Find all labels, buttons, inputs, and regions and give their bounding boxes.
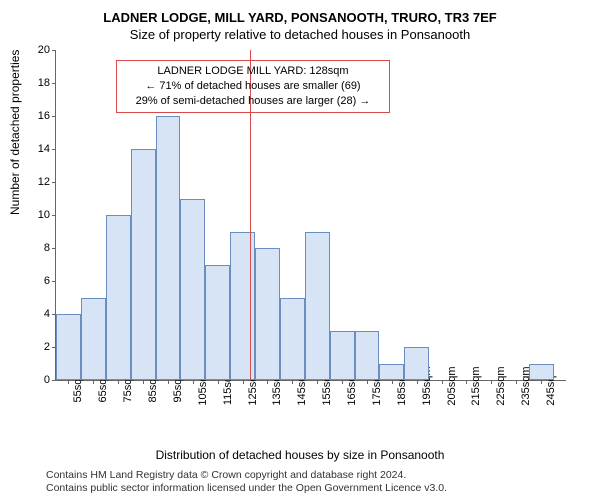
x-tick-mark [466, 380, 467, 384]
y-tick-mark [52, 149, 56, 150]
y-tick-mark [52, 50, 56, 51]
x-tick-label: 205sqm [446, 366, 458, 405]
plot-area: 0246810121416182055sqm65sqm75sqm85sqm95s… [55, 50, 566, 381]
x-tick-mark [118, 380, 119, 384]
attribution-line: Contains public sector information licen… [46, 482, 447, 496]
x-tick-mark [491, 380, 492, 384]
y-tick-mark [52, 116, 56, 117]
histogram-bar [305, 232, 330, 381]
x-tick-mark [541, 380, 542, 384]
y-tick-mark [52, 281, 56, 282]
histogram-bar [106, 215, 131, 380]
x-tick-mark [267, 380, 268, 384]
histogram-bar [205, 265, 230, 381]
x-tick-mark [243, 380, 244, 384]
y-tick-label: 14 [20, 143, 56, 155]
x-tick-label: 225sqm [495, 366, 507, 405]
x-tick-mark [342, 380, 343, 384]
x-tick-mark [168, 380, 169, 384]
histogram-bar [56, 314, 81, 380]
annotation-line: 29% of semi-detached houses are larger (… [123, 94, 383, 109]
y-axis-label: Number of detached properties [8, 50, 22, 215]
x-tick-mark [218, 380, 219, 384]
y-tick-label: 20 [20, 44, 56, 56]
y-tick-label: 16 [20, 110, 56, 122]
histogram-bar [156, 116, 181, 380]
histogram-bar [529, 364, 554, 381]
x-tick-mark [417, 380, 418, 384]
x-tick-mark [143, 380, 144, 384]
x-tick-mark [516, 380, 517, 384]
histogram-bar [280, 298, 305, 381]
histogram-bar [330, 331, 355, 381]
histogram-bar [379, 364, 404, 381]
histogram-bar [355, 331, 380, 381]
attribution: Contains HM Land Registry data © Crown c… [46, 469, 447, 496]
y-tick-label: 4 [20, 308, 56, 320]
y-tick-mark [52, 182, 56, 183]
x-tick-mark [442, 380, 443, 384]
y-tick-label: 10 [20, 209, 56, 221]
y-tick-mark [52, 380, 56, 381]
histogram-bar [404, 347, 429, 380]
annotation-line: LADNER LODGE MILL YARD: 128sqm [123, 64, 383, 79]
x-tick-mark [367, 380, 368, 384]
x-tick-mark [93, 380, 94, 384]
histogram-bar [230, 232, 255, 381]
x-tick-mark [292, 380, 293, 384]
chart-container: LADNER LODGE, MILL YARD, PONSANOOTH, TRU… [0, 0, 600, 500]
chart-title: LADNER LODGE, MILL YARD, PONSANOOTH, TRU… [0, 0, 600, 25]
y-tick-mark [52, 215, 56, 216]
y-tick-label: 12 [20, 176, 56, 188]
y-tick-label: 18 [20, 77, 56, 89]
chart-subtitle: Size of property relative to detached ho… [0, 27, 600, 42]
histogram-bar [81, 298, 106, 381]
attribution-line: Contains HM Land Registry data © Crown c… [46, 469, 447, 483]
x-tick-mark [392, 380, 393, 384]
annotation-line: ← 71% of detached houses are smaller (69… [123, 79, 383, 94]
x-tick-mark [68, 380, 69, 384]
histogram-bar [255, 248, 280, 380]
histogram-bar [131, 149, 156, 380]
histogram-bar [180, 199, 205, 381]
y-tick-label: 2 [20, 341, 56, 353]
y-tick-label: 6 [20, 275, 56, 287]
y-tick-label: 8 [20, 242, 56, 254]
x-tick-mark [317, 380, 318, 384]
x-axis-label: Distribution of detached houses by size … [0, 448, 600, 462]
annotation-box: LADNER LODGE MILL YARD: 128sqm← 71% of d… [116, 60, 390, 113]
x-tick-label: 215sqm [470, 366, 482, 405]
x-tick-mark [193, 380, 194, 384]
y-tick-mark [52, 83, 56, 84]
y-tick-label: 0 [20, 374, 56, 386]
y-tick-mark [52, 248, 56, 249]
